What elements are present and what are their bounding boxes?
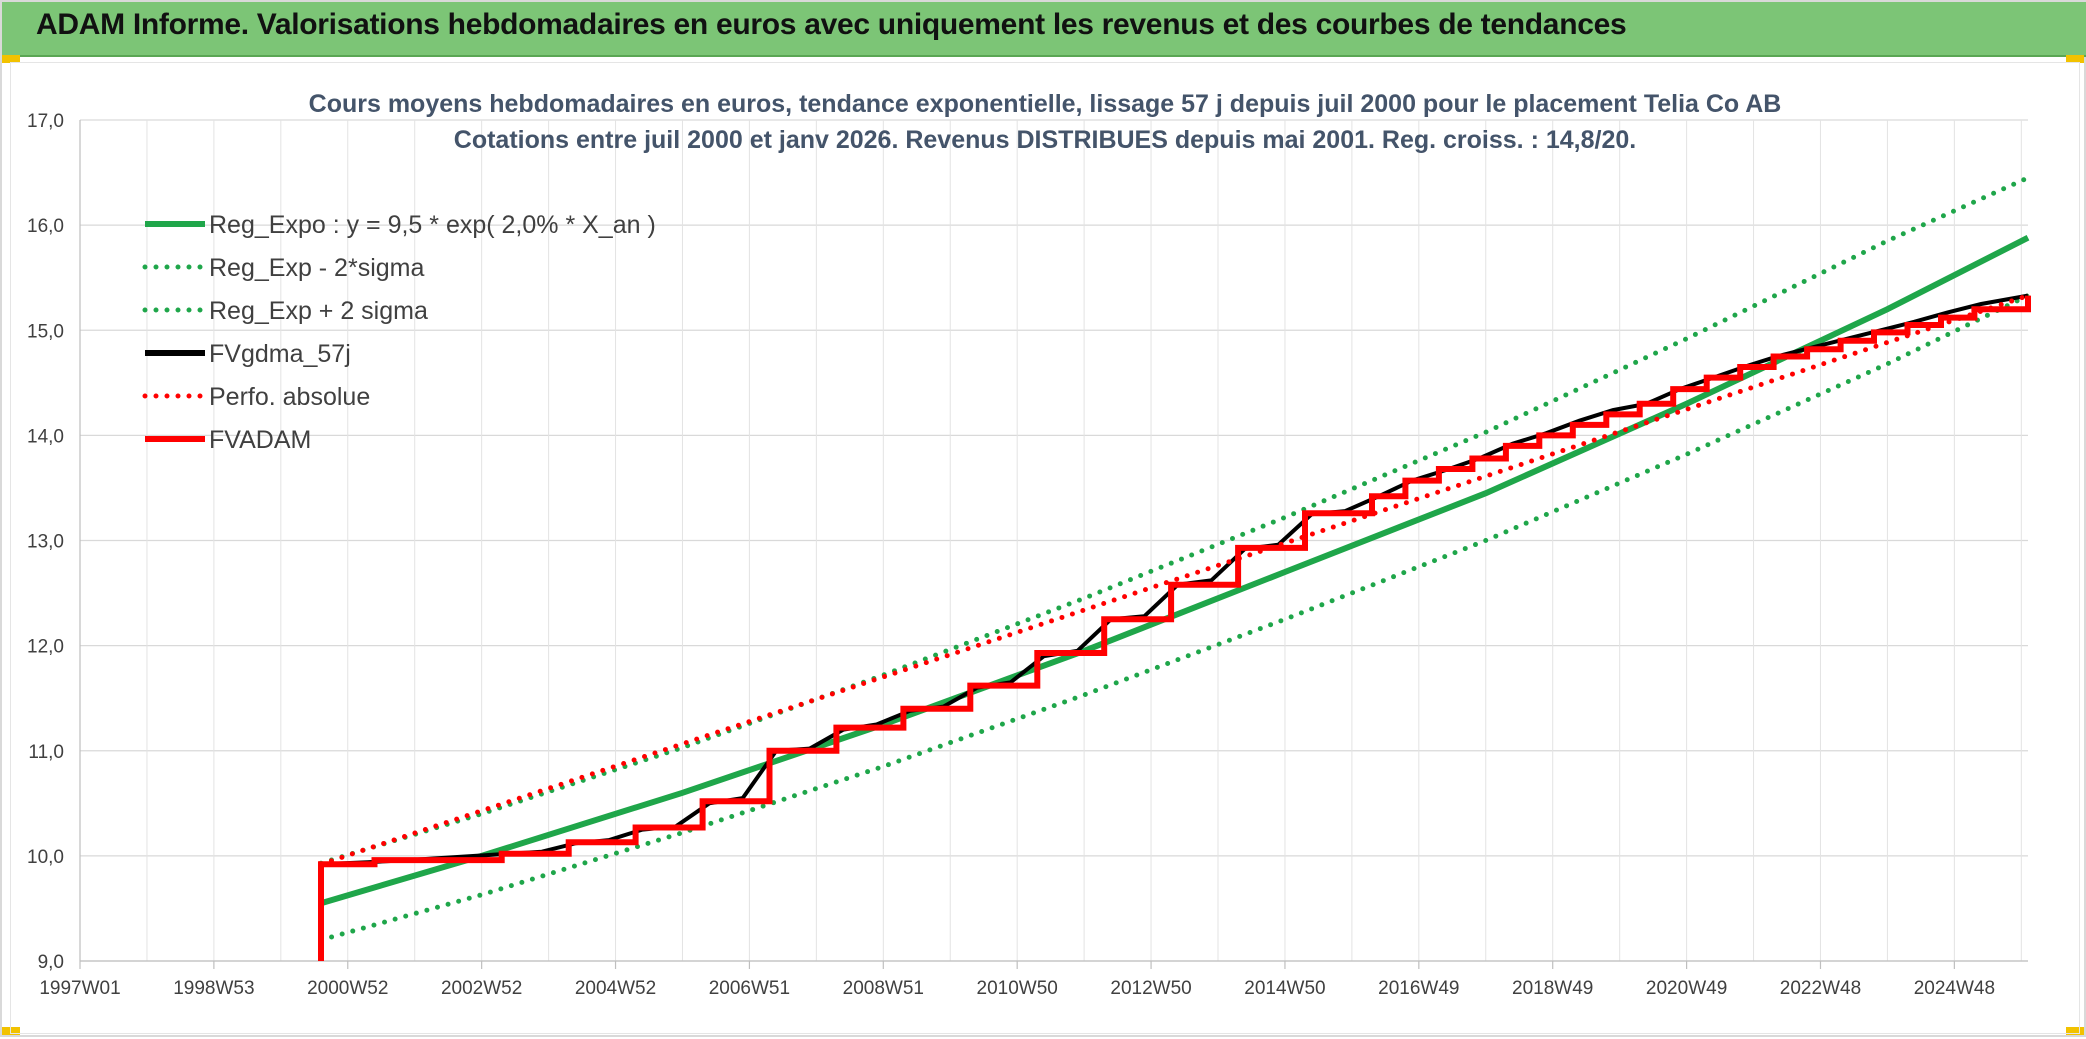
x-tick-label: 2014W50 <box>1244 978 1325 999</box>
series-line-0 <box>320 235 2030 907</box>
corner-marker <box>2 55 20 63</box>
y-tick-label: 11,0 <box>28 742 64 763</box>
x-tick-label: 2018W49 <box>1512 978 1593 999</box>
y-tick-label: 9,0 <box>38 952 64 973</box>
legend-label: FVADAM <box>209 426 311 454</box>
legend-label: Reg_Exp - 2*sigma <box>209 254 424 282</box>
x-tick-label: 2024W48 <box>1914 978 1995 999</box>
series-line-4 <box>318 293 2031 867</box>
x-tick-label: 2020W49 <box>1646 978 1727 999</box>
series-line-1 <box>318 293 2031 943</box>
x-tick-label: 2022W48 <box>1780 978 1861 999</box>
x-tick-label: 2010W50 <box>977 978 1058 999</box>
legend-label: FVgdma_57j <box>209 340 351 368</box>
corner-marker <box>2066 55 2084 63</box>
series-line-2 <box>318 175 2031 866</box>
y-tick-label: 17,0 <box>27 111 64 132</box>
y-tick-label: 14,0 <box>27 426 64 447</box>
legend-label: Reg_Exp + 2 sigma <box>209 297 428 325</box>
chart-title-line: Cours moyens hebdomadaires en euros, ten… <box>309 90 1782 118</box>
x-tick-label: 2008W51 <box>843 978 924 999</box>
y-tick-label: 16,0 <box>27 216 64 237</box>
y-tick-label: 13,0 <box>27 532 64 553</box>
x-tick-label: 2004W52 <box>575 978 656 999</box>
corner-marker <box>2066 1027 2084 1035</box>
x-tick-label: 1998W53 <box>173 978 254 999</box>
y-tick-label: 10,0 <box>27 847 64 868</box>
corner-marker <box>2 1027 20 1035</box>
series-line-5 <box>318 295 2031 961</box>
report-title: ADAM Informe. Valorisations hebdomadaire… <box>36 8 1627 41</box>
x-tick-label: 2012W50 <box>1110 978 1191 999</box>
x-tick-label: 2016W49 <box>1378 978 1459 999</box>
chart-area <box>10 62 2080 1034</box>
x-tick-label: 1997W01 <box>39 978 120 999</box>
report-banner: ADAM Informe. Valorisations hebdomadaire… <box>2 2 2086 57</box>
y-tick-label: 15,0 <box>27 321 64 342</box>
legend-label: Reg_Expo : y = 9,5 * exp( 2,0% * X_an ) <box>209 211 656 239</box>
x-tick-label: 2002W52 <box>441 978 522 999</box>
y-tick-label: 12,0 <box>27 637 64 658</box>
x-tick-label: 2006W51 <box>709 978 790 999</box>
chart-title-line: Cotations entre juil 2000 et janv 2026. … <box>454 126 1636 154</box>
x-tick-label: 2000W52 <box>307 978 388 999</box>
legend-label: Perfo. absolue <box>209 383 370 411</box>
